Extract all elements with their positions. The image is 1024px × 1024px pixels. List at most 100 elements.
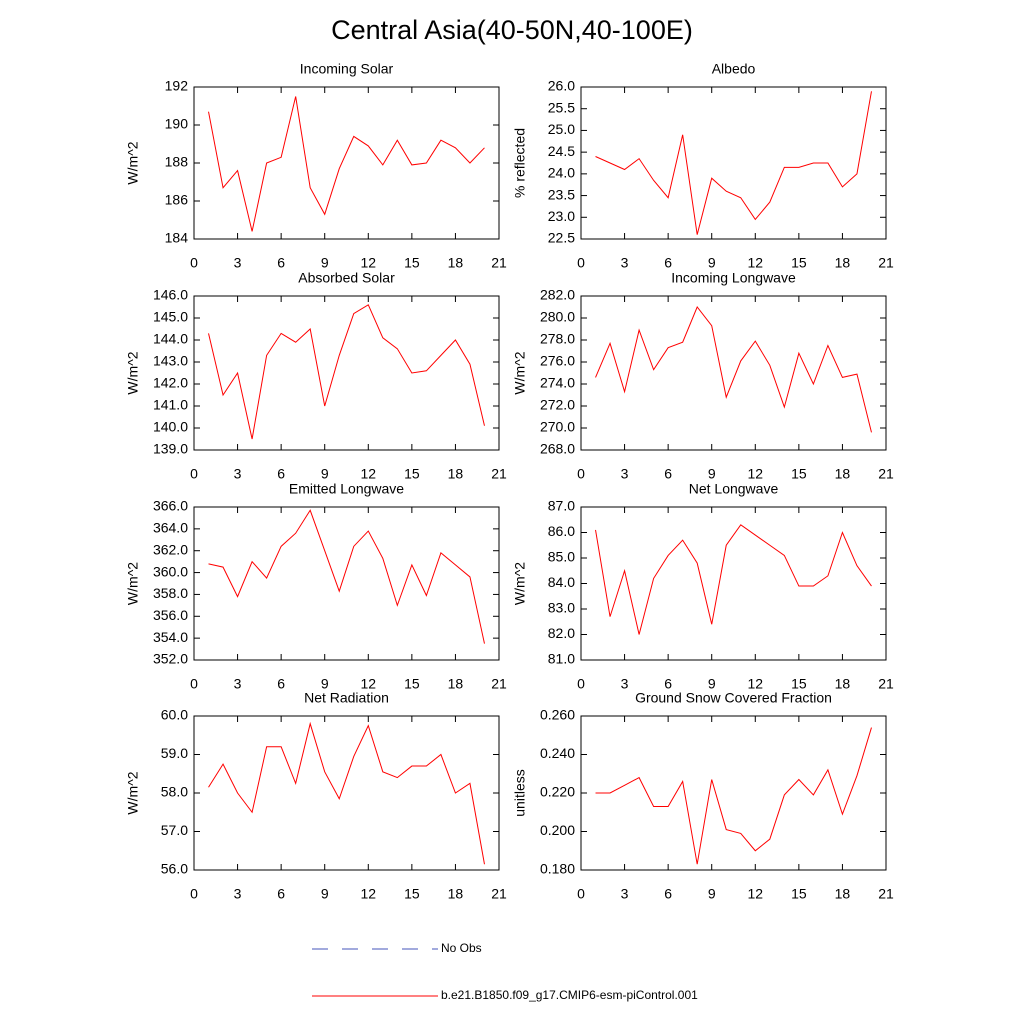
y-tick-label: 56.0 <box>161 861 188 877</box>
x-tick-label: 3 <box>234 466 242 482</box>
x-tick-label: 12 <box>360 255 376 271</box>
legend-label: b.e21.B1850.f09_g17.CMIP6-esm-piControl.… <box>441 988 698 1002</box>
y-tick-label: 86.0 <box>548 523 575 539</box>
x-tick-label: 0 <box>190 466 198 482</box>
y-tick-label: 362.0 <box>153 541 188 557</box>
x-tick-label: 9 <box>321 466 329 482</box>
x-tick-label: 3 <box>621 255 629 271</box>
y-tick-label: 276.0 <box>540 353 575 369</box>
x-tick-label: 15 <box>791 676 807 692</box>
y-tick-label: 25.5 <box>548 99 575 115</box>
y-tick-label: 24.5 <box>548 143 575 159</box>
panel-title: Net Longwave <box>689 481 779 497</box>
y-tick-label: 23.5 <box>548 186 575 202</box>
x-tick-label: 9 <box>321 255 329 271</box>
y-tick-label: 0.200 <box>540 822 575 838</box>
x-tick-label: 6 <box>664 676 672 692</box>
x-tick-label: 18 <box>448 255 464 271</box>
x-tick-label: 15 <box>791 466 807 482</box>
data-line <box>208 721 485 865</box>
x-tick-label: 0 <box>577 466 585 482</box>
x-tick-label: 3 <box>621 466 629 482</box>
x-tick-label: 0 <box>577 676 585 692</box>
x-tick-label: 21 <box>491 466 507 482</box>
x-tick-label: 6 <box>277 886 285 902</box>
data-line <box>595 306 872 433</box>
y-tick-label: 360.0 <box>153 563 188 579</box>
x-tick-label: 18 <box>448 676 464 692</box>
y-axis-label: W/m^2 <box>512 351 528 394</box>
y-tick-label: 145.0 <box>153 309 188 325</box>
y-tick-label: 82.0 <box>548 625 575 641</box>
y-tick-label: 272.0 <box>540 397 575 413</box>
x-tick-label: 12 <box>747 676 763 692</box>
x-tick-label: 21 <box>491 886 507 902</box>
x-tick-label: 9 <box>321 886 329 902</box>
x-tick-label: 12 <box>360 466 376 482</box>
x-tick-label: 3 <box>621 886 629 902</box>
x-tick-label: 6 <box>277 255 285 271</box>
y-tick-label: 278.0 <box>540 331 575 347</box>
y-tick-label: 87.0 <box>548 498 575 514</box>
data-line <box>208 96 485 232</box>
x-tick-label: 18 <box>448 886 464 902</box>
y-axis-label: W/m^2 <box>512 562 528 605</box>
y-axis-label: W/m^2 <box>125 771 141 814</box>
x-tick-label: 3 <box>234 886 242 902</box>
plot-frame <box>193 506 500 661</box>
y-axis-label: % reflected <box>512 128 528 198</box>
panel-title: Emitted Longwave <box>289 481 404 497</box>
panel-title: Ground Snow Covered Fraction <box>635 690 832 706</box>
y-tick-label: 139.0 <box>153 441 188 457</box>
x-tick-label: 9 <box>708 466 716 482</box>
x-tick-label: 18 <box>835 466 851 482</box>
x-tick-label: 12 <box>747 255 763 271</box>
y-tick-label: 192 <box>165 78 189 94</box>
x-tick-label: 18 <box>835 676 851 692</box>
y-tick-label: 358.0 <box>153 585 188 601</box>
y-tick-label: 280.0 <box>540 309 575 325</box>
data-line <box>208 509 485 644</box>
y-tick-label: 354.0 <box>153 629 188 645</box>
x-tick-label: 18 <box>835 255 851 271</box>
y-tick-label: 84.0 <box>548 574 575 590</box>
x-tick-label: 21 <box>491 676 507 692</box>
y-tick-label: 366.0 <box>153 498 188 514</box>
y-axis-label: W/m^2 <box>125 562 141 605</box>
y-tick-label: 184 <box>165 230 189 246</box>
panel-title: Incoming Solar <box>300 61 394 77</box>
x-tick-label: 21 <box>878 255 894 271</box>
y-tick-label: 352.0 <box>153 651 188 667</box>
y-axis-label: W/m^2 <box>125 351 141 394</box>
y-tick-label: 23.0 <box>548 208 575 224</box>
data-line <box>595 727 872 865</box>
plot-frame <box>580 295 887 451</box>
x-tick-label: 12 <box>360 676 376 692</box>
y-tick-label: 0.180 <box>540 861 575 877</box>
y-tick-label: 57.0 <box>161 822 188 838</box>
x-tick-label: 3 <box>234 255 242 271</box>
y-tick-label: 186 <box>165 192 189 208</box>
y-tick-label: 190 <box>165 116 189 132</box>
x-tick-label: 18 <box>448 466 464 482</box>
x-tick-label: 0 <box>577 255 585 271</box>
y-tick-label: 81.0 <box>548 651 575 667</box>
data-line <box>595 524 872 635</box>
x-tick-label: 3 <box>234 676 242 692</box>
x-tick-label: 21 <box>878 886 894 902</box>
y-axis-label: unitless <box>512 769 528 816</box>
x-tick-label: 15 <box>404 886 420 902</box>
y-tick-label: 0.220 <box>540 784 575 800</box>
y-tick-label: 356.0 <box>153 607 188 623</box>
x-tick-label: 0 <box>577 886 585 902</box>
y-tick-label: 270.0 <box>540 419 575 435</box>
y-tick-label: 58.0 <box>161 784 188 800</box>
x-tick-label: 15 <box>791 255 807 271</box>
x-tick-label: 6 <box>277 676 285 692</box>
y-tick-label: 142.0 <box>153 375 188 391</box>
y-tick-label: 22.5 <box>548 230 575 246</box>
legend-label: No Obs <box>441 941 482 955</box>
y-tick-label: 26.0 <box>548 78 575 94</box>
x-tick-label: 9 <box>708 255 716 271</box>
